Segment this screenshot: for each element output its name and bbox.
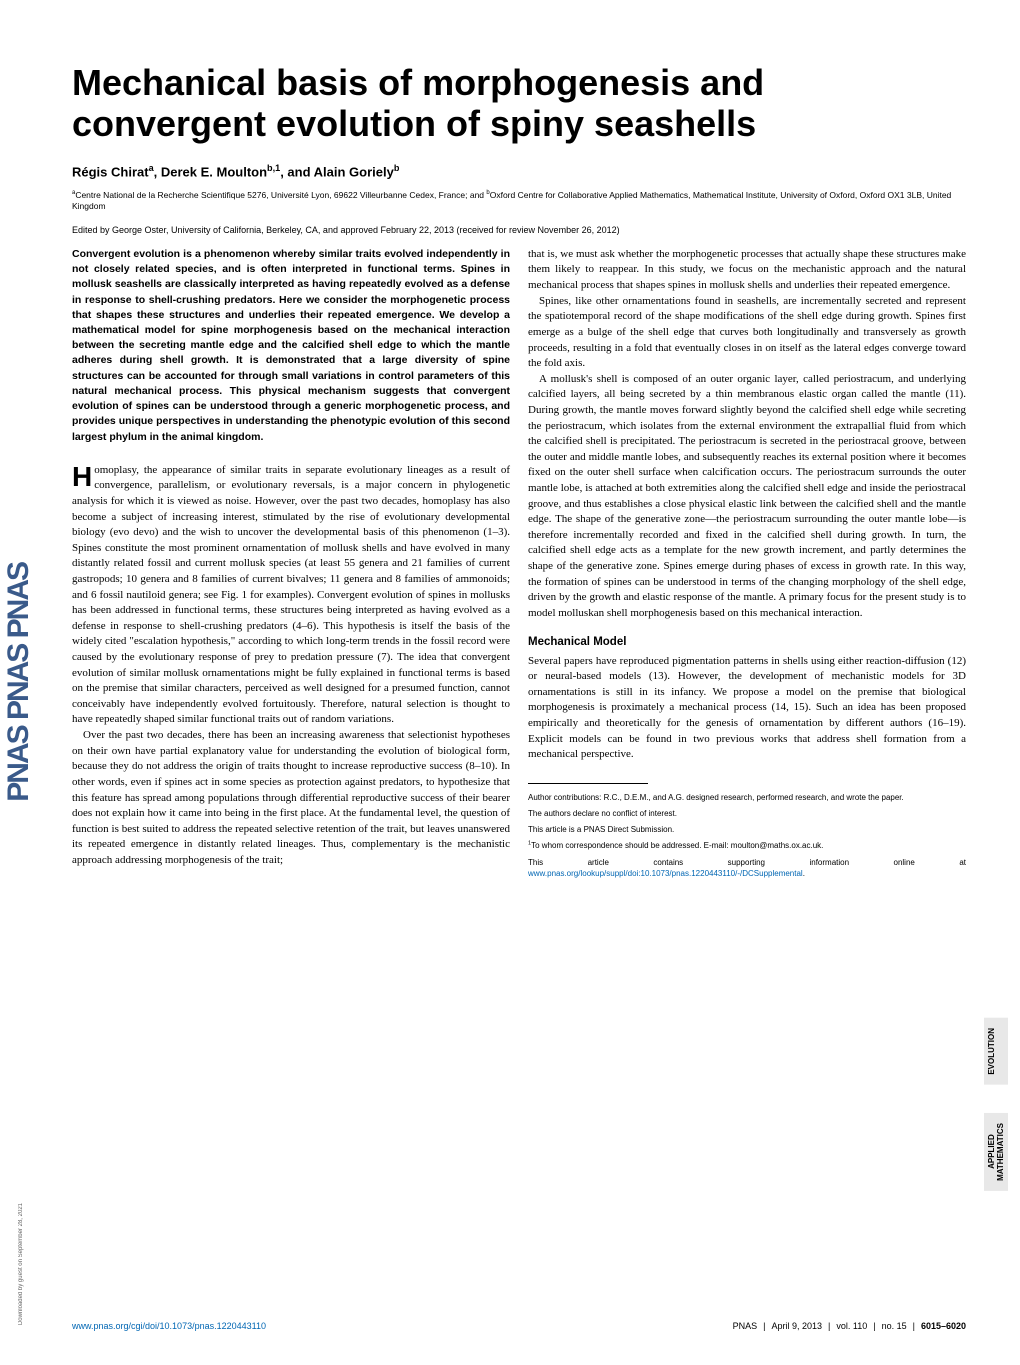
body-text-right: that is, we must ask whether the morphog… (528, 247, 966, 763)
edited-by: Edited by George Oster, University of Ca… (72, 225, 966, 235)
body-text-left: Homoplasy, the appearance of similar tra… (72, 463, 510, 869)
cont-para-1: that is, we must ask whether the morphog… (528, 247, 966, 294)
footer-date: April 9, 2013 (771, 1321, 822, 1331)
footer-journal: PNAS (733, 1321, 758, 1331)
label-evolution: EVOLUTION (984, 1018, 1008, 1085)
footnote-submission: This article is a PNAS Direct Submission… (528, 824, 966, 835)
footnote-supplemental: This article contains supporting informa… (528, 857, 966, 879)
page-footer: www.pnas.org/cgi/doi/10.1073/pnas.122044… (72, 1321, 966, 1331)
footer-no: no. 15 (882, 1321, 907, 1331)
footnote-supplemental-suffix: . (803, 869, 805, 878)
model-para-1: Several papers have reproduced pigmentat… (528, 654, 966, 763)
footnotes: Author contributions: R.C., D.E.M., and … (528, 792, 966, 879)
intro-para-2: Over the past two decades, there has bee… (72, 728, 510, 868)
abstract: Convergent evolution is a phenomenon whe… (72, 247, 510, 445)
footer-citation: PNAS|April 9, 2013|vol. 110|no. 15|6015–… (733, 1321, 966, 1331)
authors: Régis Chirata, Derek E. Moultonb,1, and … (72, 163, 966, 179)
article-title: Mechanical basis of morphogenesis and co… (72, 62, 966, 145)
pnas-logo: PNAS PNAS PNAS (2, 563, 36, 802)
cont-para-3: A mollusk's shell is composed of an oute… (528, 372, 966, 622)
category-labels: EVOLUTION APPLIEDMATHEMATICS (984, 1018, 1008, 1191)
two-column-layout: Convergent evolution is a phenomenon whe… (72, 247, 966, 884)
intro-para-1-text: omoplasy, the appearance of similar trai… (72, 464, 510, 726)
footer-pages: 6015–6020 (921, 1321, 966, 1331)
right-column: that is, we must ask whether the morphog… (528, 247, 966, 884)
left-column: Convergent evolution is a phenomenon whe… (72, 247, 510, 884)
section-heading-mechanical-model: Mechanical Model (528, 636, 966, 648)
footer-doi: www.pnas.org/cgi/doi/10.1073/pnas.122044… (72, 1321, 266, 1331)
footnote-separator (528, 783, 648, 784)
label-applied-math: APPLIEDMATHEMATICS (984, 1113, 1008, 1191)
journal-sidebar: PNAS PNAS PNAS (0, 0, 38, 1365)
download-note: Downloaded by guest on September 28, 202… (18, 1203, 24, 1325)
affiliations: aCentre National de la Recherche Scienti… (72, 189, 966, 213)
footnote-author-contrib: Author contributions: R.C., D.E.M., and … (528, 792, 966, 803)
footnote-conflict: The authors declare no conflict of inter… (528, 808, 966, 819)
dropcap: H (72, 463, 94, 489)
doi-link[interactable]: www.pnas.org/cgi/doi/10.1073/pnas.122044… (72, 1321, 266, 1331)
footer-vol: vol. 110 (836, 1321, 867, 1331)
intro-para-1: Homoplasy, the appearance of similar tra… (72, 463, 510, 728)
supplemental-link[interactable]: www.pnas.org/lookup/suppl/doi:10.1073/pn… (528, 869, 803, 878)
article-page: Mechanical basis of morphogenesis and co… (72, 62, 966, 1331)
footnote-correspondence: 1To whom correspondence should be addres… (528, 840, 966, 851)
footnote-supplemental-prefix: This article contains supporting informa… (528, 858, 966, 867)
cont-para-2: Spines, like other ornamentations found … (528, 294, 966, 372)
